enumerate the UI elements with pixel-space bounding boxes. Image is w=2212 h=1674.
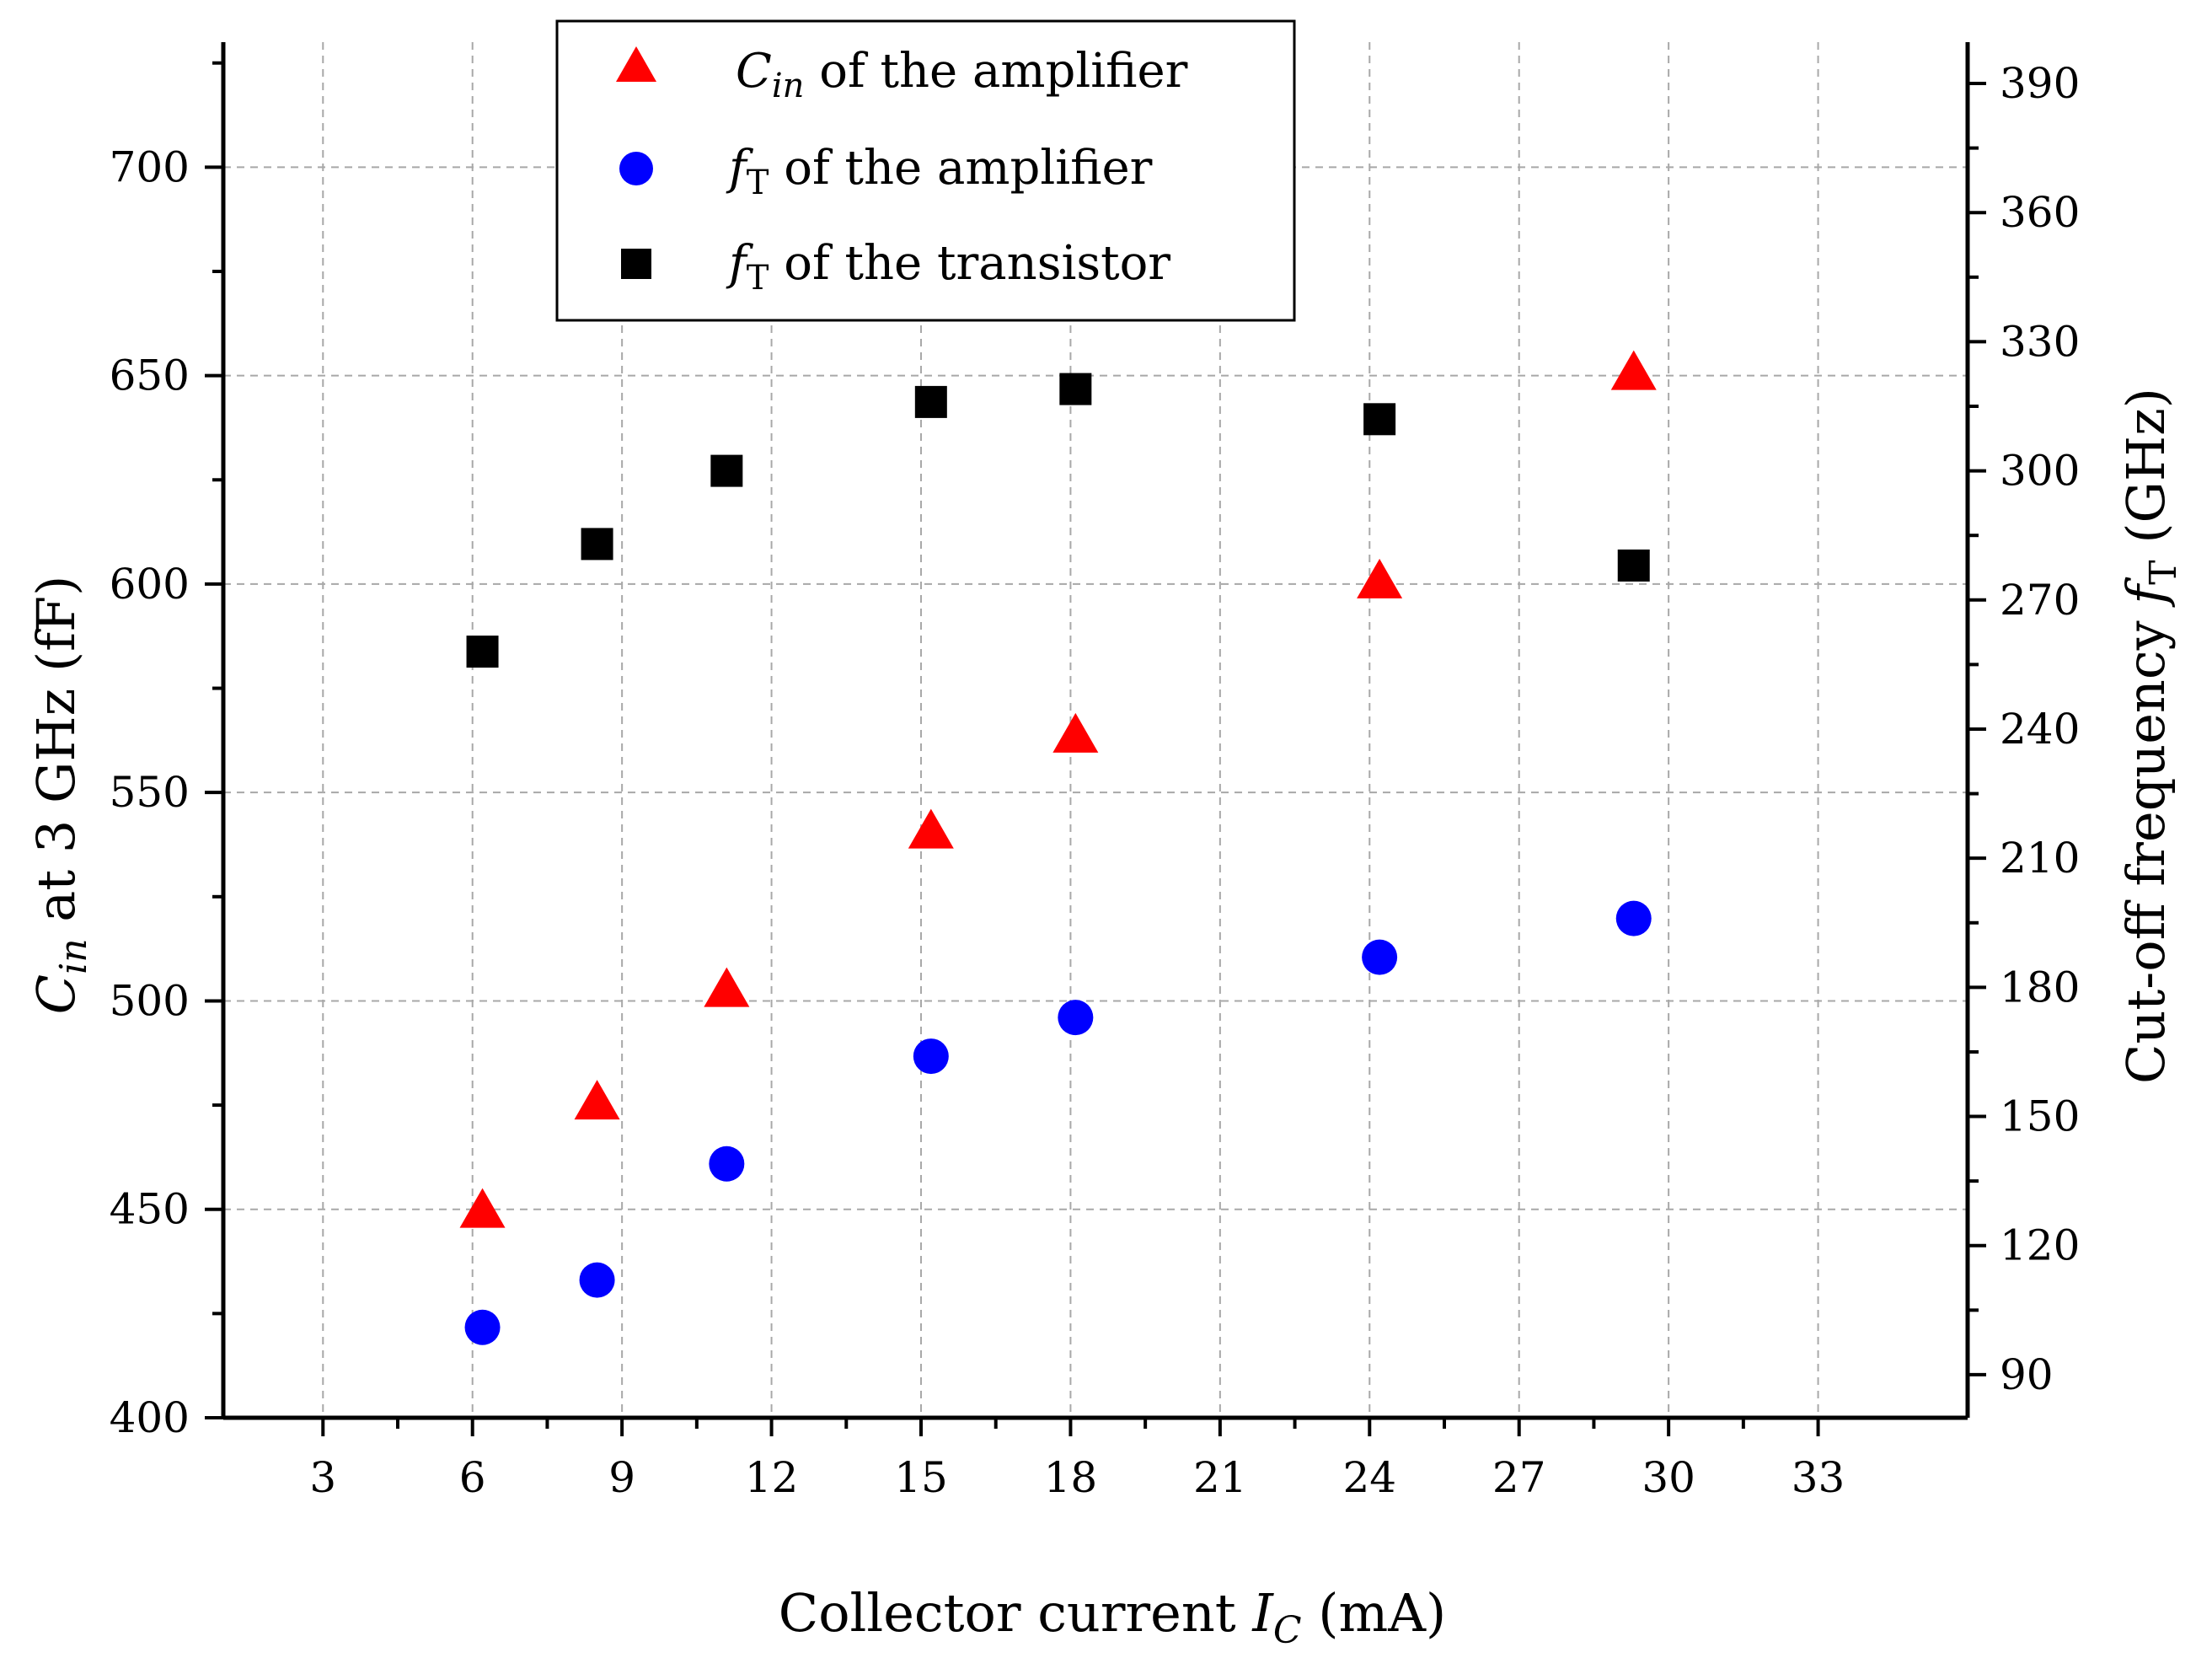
legend-label-ft-transistor: fT of the transistor <box>726 236 1170 298</box>
legend-label-ft-amplifier: fT of the amplifier <box>726 141 1153 202</box>
x-tick-label: 21 <box>1193 1453 1247 1502</box>
legend-label-cin-amplifier: Cin of the amplifier <box>736 44 1188 105</box>
y-left-tick-label: 550 <box>110 768 190 817</box>
ft-amplifier-point <box>579 1262 615 1298</box>
y-right-tick-label: 300 <box>2000 447 2080 496</box>
x-tick-label: 33 <box>1792 1453 1845 1502</box>
x-tick-label: 6 <box>459 1453 486 1502</box>
y-right-tick-label: 390 <box>2000 59 2080 108</box>
ft-transistor-point <box>914 385 947 418</box>
x-tick-label: 27 <box>1492 1453 1546 1502</box>
y-right-tick-label: 90 <box>2000 1350 2054 1399</box>
cin-amplifier-point <box>1610 350 1657 390</box>
legend-square-marker <box>621 249 651 279</box>
y-right-axis-title: Cut-off frequency fT (GHz) <box>2115 388 2185 1084</box>
cin-amplifier-point <box>574 1080 620 1120</box>
y-left-tick-label: 450 <box>110 1185 190 1234</box>
y-right-tick-label: 120 <box>2000 1221 2080 1270</box>
ft-transistor-point <box>1059 373 1092 405</box>
y-right-tick-label: 360 <box>2000 188 2080 237</box>
y-right-tick-label: 270 <box>2000 576 2080 625</box>
y-right-tick-label: 240 <box>2000 705 2080 754</box>
y-left-tick-label: 700 <box>110 142 190 191</box>
x-tick-label: 9 <box>608 1453 635 1502</box>
ft-amplifier-point <box>1615 900 1652 936</box>
ft-transistor-point <box>1363 403 1396 436</box>
ft-amplifier-point <box>709 1146 745 1182</box>
x-tick-label: 15 <box>894 1453 948 1502</box>
data-points <box>459 350 1657 1345</box>
x-tick-label: 18 <box>1044 1453 1098 1502</box>
ft-amplifier-point <box>464 1309 501 1345</box>
x-tick-label: 30 <box>1642 1453 1695 1502</box>
cin-amplifier-point <box>1052 712 1099 753</box>
ft-amplifier-point <box>1362 939 1398 975</box>
ft-amplifier-point <box>1058 1000 1094 1036</box>
ft-transistor-point <box>1617 549 1650 582</box>
legend-triangle-marker <box>616 46 656 82</box>
y-left-tick-label: 500 <box>110 976 190 1025</box>
y-right-tick-label: 330 <box>2000 317 2080 366</box>
ft-transistor-point <box>710 454 743 487</box>
y-right-tick-label: 180 <box>2000 963 2080 1011</box>
x-axis-title: Collector current IC (mA) <box>779 1582 1446 1652</box>
y-right-tick-label: 210 <box>2000 834 2080 883</box>
cin-amplifier-point <box>1357 558 1403 598</box>
cin-amplifier-point <box>704 967 750 1007</box>
y-right-tick-label: 150 <box>2000 1092 2080 1141</box>
x-tick-label: 3 <box>309 1453 336 1502</box>
legend: Cin of the amplifier fT of the amplifier… <box>555 19 1296 322</box>
ft-amplifier-point <box>913 1038 949 1075</box>
y-left-tick-label: 650 <box>110 351 190 400</box>
ft-transistor-point <box>581 528 613 561</box>
x-tick-label: 12 <box>745 1453 799 1502</box>
ticks: 3 6 9 12 15 18 21 24 27 30 33 400 450 500 550 600 650 700… <box>110 59 2081 1502</box>
y-left-axis-title: Cin at 3 GHz (fF) <box>25 576 95 1015</box>
y-left-tick-label: 600 <box>110 560 190 609</box>
legend-circle-marker <box>619 152 653 185</box>
legend-box <box>555 19 1296 322</box>
cin-amplifier-point <box>908 808 954 849</box>
cin-amplifier-point <box>459 1188 506 1228</box>
x-tick-label: 24 <box>1342 1453 1396 1502</box>
y-left-tick-label: 400 <box>110 1393 190 1442</box>
ft-transistor-point <box>466 636 499 668</box>
